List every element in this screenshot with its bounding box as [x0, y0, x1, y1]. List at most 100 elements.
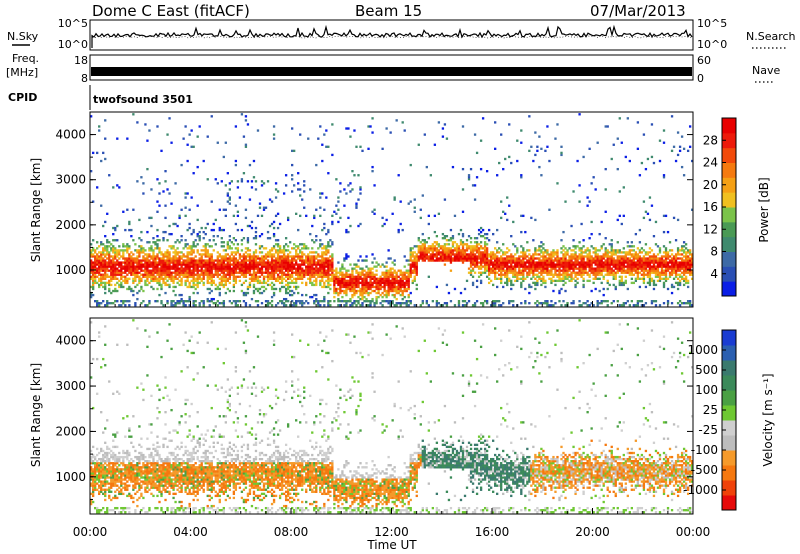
- power-cell: [516, 247, 519, 250]
- power-cell: [176, 251, 179, 254]
- power-cell: [540, 249, 543, 252]
- power-cell: [138, 271, 141, 274]
- power-cell: [516, 249, 519, 252]
- power-cell: [582, 269, 585, 272]
- power-cell: [216, 269, 219, 272]
- power-cell: [461, 253, 465, 256]
- power-cell: [204, 269, 207, 272]
- power-cell: [331, 269, 334, 272]
- power-cell: [542, 255, 545, 258]
- power-cell: [457, 255, 461, 258]
- power-cell: [335, 273, 338, 276]
- power-cell: [122, 253, 125, 256]
- power-cell: [172, 261, 175, 264]
- power-cell: [656, 269, 660, 272]
- power-cell: [258, 291, 262, 295]
- power-cell: [445, 243, 449, 246]
- power-cell: [371, 277, 374, 280]
- power-cell: [288, 251, 292, 254]
- power-cell: [516, 265, 519, 268]
- power-cell: [152, 261, 155, 264]
- power-cell: [586, 265, 589, 268]
- power-cell: [620, 281, 623, 285]
- power-cell: [104, 281, 107, 285]
- power-cell: [208, 239, 211, 242]
- power-cell: [317, 261, 320, 264]
- power-cell: [325, 261, 328, 264]
- power-cell: [640, 273, 644, 276]
- power-cell: [122, 279, 125, 283]
- power-cell: [264, 267, 268, 270]
- power-cell: [234, 269, 238, 272]
- power-cell: [108, 269, 111, 272]
- power-cell: [427, 245, 430, 248]
- power-cell: [168, 245, 171, 248]
- power-cell: [630, 300, 633, 303]
- power-cell: [592, 247, 595, 250]
- power-cell: [554, 265, 557, 268]
- power-cell: [112, 267, 115, 270]
- power-cell: [178, 273, 181, 276]
- power-cell: [202, 253, 205, 256]
- power-cell: [570, 267, 573, 270]
- power-cell: [284, 297, 288, 301]
- power-cell: [114, 249, 117, 252]
- power-cell: [664, 279, 668, 283]
- power-cell: [564, 304, 567, 307]
- power-cell: [184, 265, 187, 268]
- power-cell: [371, 281, 374, 285]
- power-cell: [558, 261, 561, 264]
- power-cell: [150, 285, 153, 289]
- power-cell: [280, 269, 284, 272]
- power-cell: [325, 253, 328, 256]
- power-cell: [508, 249, 511, 252]
- power-cell: [427, 237, 430, 240]
- power-cell: [160, 300, 163, 303]
- power-cell: [262, 208, 266, 211]
- power-cell: [116, 224, 119, 228]
- power-cell: [242, 261, 246, 264]
- power-cell: [574, 251, 577, 254]
- power-cell: [262, 279, 266, 283]
- power-cell: [435, 259, 439, 262]
- power-cell: [266, 265, 270, 268]
- power-cell: [244, 271, 248, 274]
- power-cell: [393, 277, 396, 280]
- power-cell: [311, 275, 314, 278]
- power-cell: [534, 269, 537, 272]
- power-cell: [120, 271, 123, 274]
- power-cell: [423, 257, 426, 260]
- power-cell: [383, 275, 386, 278]
- power-cell: [357, 273, 360, 276]
- power-cell: [357, 259, 360, 262]
- power-cell: [361, 281, 364, 285]
- power-cell: [315, 163, 318, 167]
- power-cell: [202, 230, 205, 234]
- power-cell: [544, 300, 547, 303]
- power-cell: [421, 300, 424, 303]
- power-cell: [361, 287, 364, 291]
- power-cell: [483, 271, 487, 274]
- power-cell: [528, 149, 531, 153]
- power-cell: [236, 210, 240, 213]
- power-cell: [347, 285, 350, 289]
- power-cell: [500, 216, 503, 220]
- power-cell: [282, 302, 286, 305]
- power-cell: [481, 253, 485, 256]
- power-cell: [260, 180, 264, 183]
- power-cell: [246, 263, 250, 266]
- power-cell: [385, 289, 388, 293]
- power-cell: [140, 267, 143, 270]
- power-cell: [592, 269, 595, 272]
- power-cell: [311, 224, 314, 228]
- power-cell: [194, 300, 197, 303]
- power-cell: [648, 251, 652, 254]
- power-cell: [184, 259, 187, 262]
- power-cell: [156, 228, 159, 232]
- power-cell: [602, 263, 605, 266]
- power-cell: [652, 281, 656, 285]
- power-cell: [608, 257, 611, 260]
- power-cell: [254, 271, 258, 274]
- power-cell: [222, 228, 225, 232]
- power-cell: [648, 273, 652, 276]
